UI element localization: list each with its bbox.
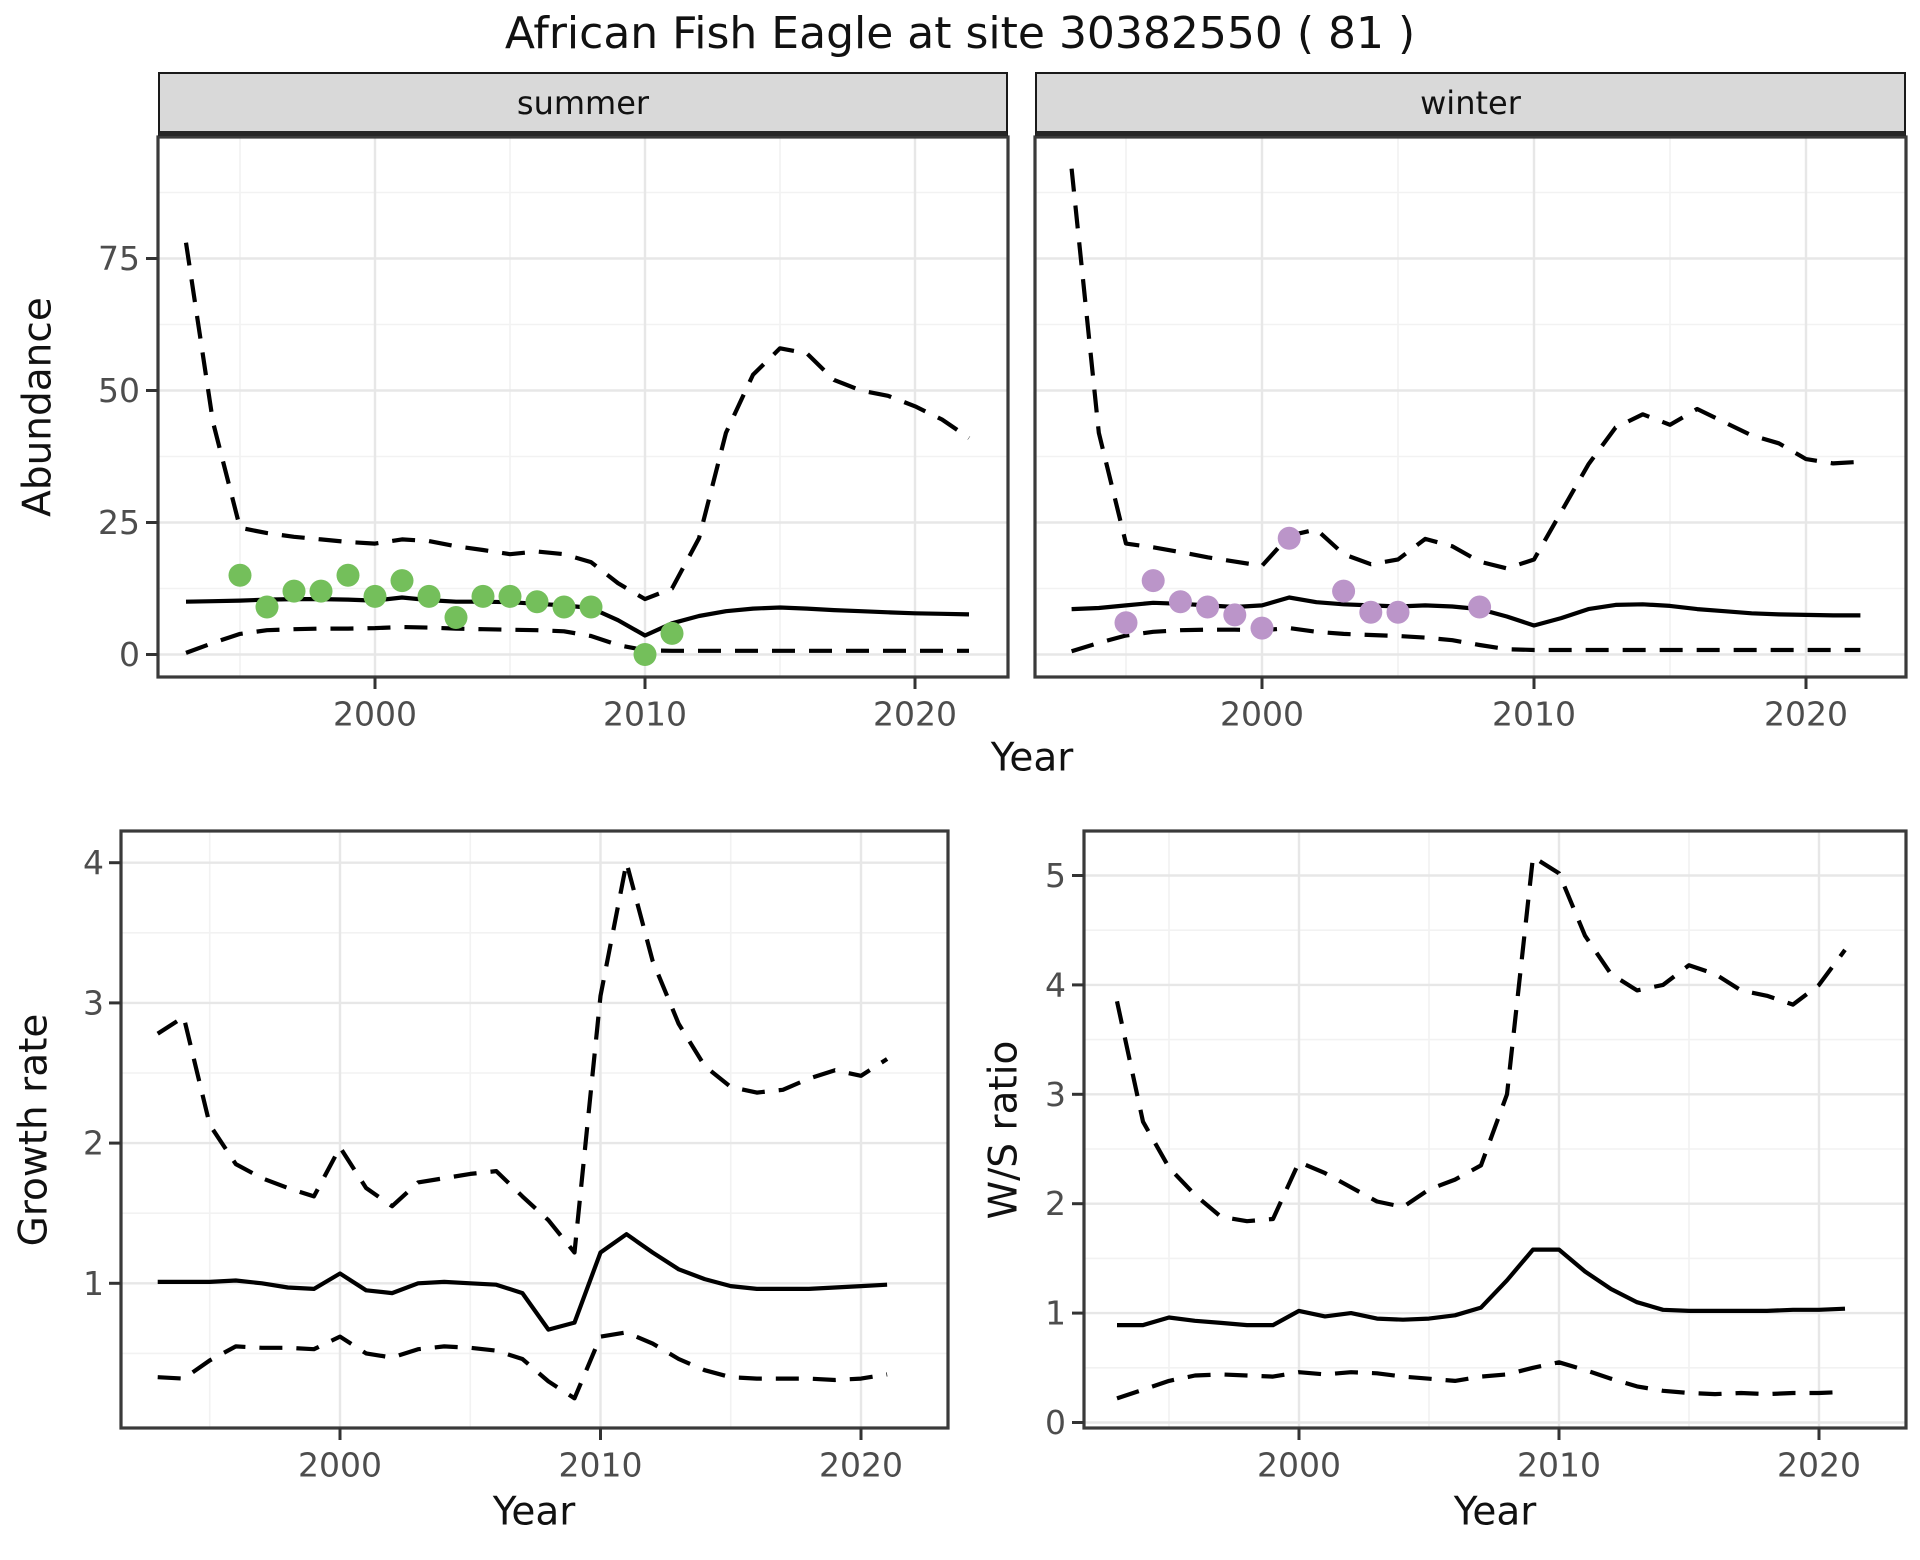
- x-tick-label: 2010: [1517, 1446, 1601, 1485]
- observation-point: [1359, 600, 1383, 624]
- x-tick-label: 2020: [1764, 695, 1848, 734]
- series-group-ws-ratio: [1114, 854, 1847, 1401]
- panel-growth-rate: 2000 2010 2020 1 2 3 4: [83, 829, 950, 1485]
- observation-point: [525, 590, 549, 614]
- y-tick-label: 4: [1045, 965, 1066, 1004]
- x-tick-label: 2010: [559, 1446, 643, 1485]
- panel-border: [156, 135, 1010, 679]
- series-line-upper_ci: [1114, 854, 1847, 1224]
- x-tick-label: 2020: [819, 1446, 903, 1485]
- observation-point: [660, 621, 684, 645]
- y-tick-label: 3: [1045, 1075, 1066, 1114]
- observation-point: [363, 584, 387, 608]
- x-axis-title-year-ws: Year: [1453, 1489, 1537, 1535]
- observation-point: [579, 595, 603, 619]
- series-line-upper_ci: [1069, 168, 1861, 571]
- x-tick-label: 2020: [873, 695, 957, 734]
- series-line-lower_ci: [157, 1330, 888, 1401]
- axis-ticks-ws-ratio: 2000 2010 2020 0 1 2 3 4 5: [1045, 856, 1861, 1485]
- y-axis-title-abundance: Abundance: [15, 297, 61, 517]
- facet-strip-summer: summer: [158, 72, 1008, 136]
- y-tick-label: 50: [98, 371, 140, 410]
- y-tick-label: 1: [83, 1264, 104, 1303]
- facet-strip-summer-label: summer: [516, 83, 650, 122]
- x-tick-label: 2010: [1492, 695, 1576, 734]
- axis-ticks-growth-rate: 2000 2010 2020 1 2 3 4: [83, 843, 903, 1484]
- gridlines-growth-rate: [121, 831, 948, 1428]
- x-tick-label: 2020: [1777, 1446, 1861, 1485]
- observation-point: [1386, 600, 1410, 624]
- observation-point: [444, 606, 468, 629]
- x-tick-label: 2000: [333, 695, 417, 734]
- panel-background: [1035, 137, 1906, 677]
- observation-point: [309, 579, 333, 603]
- x-axis-title-year-top: Year: [990, 735, 1074, 781]
- gridlines-abundance-winter: [1035, 137, 1906, 677]
- panel-abundance-winter: 2000 2010 2020: [1033, 135, 1908, 734]
- y-tick-label: 5: [1045, 856, 1066, 895]
- observation-point: [1223, 603, 1247, 627]
- y-tick-label: 0: [1045, 1403, 1066, 1442]
- series-line-fit: [1117, 1247, 1846, 1328]
- y-tick-label: 2: [83, 1124, 104, 1163]
- observation-point: [1168, 590, 1192, 614]
- observation-point: [633, 643, 657, 666]
- observation-point: [390, 569, 414, 593]
- facet-strip-winter: winter: [1035, 72, 1906, 136]
- axis-ticks-abundance-winter: 2000 2010 2020: [1220, 677, 1848, 734]
- observation-point: [498, 584, 522, 608]
- observation-point: [1332, 579, 1356, 603]
- observation-point: [282, 579, 306, 603]
- observation-point: [1277, 526, 1301, 550]
- series-line-lower_ci: [1116, 1360, 1846, 1401]
- observation-point: [552, 595, 576, 619]
- observation-point: [1141, 569, 1165, 593]
- axis-ticks-abundance-summer: 2000 2010 2020 0 25 50 75: [98, 239, 957, 734]
- facet-strip-winter-label: winter: [1420, 83, 1521, 122]
- observation-point: [336, 563, 360, 587]
- x-axis-title-year-growth: Year: [492, 1489, 576, 1535]
- observation-point: [417, 584, 441, 608]
- y-axis-title-growth-rate: Growth rate: [11, 1013, 57, 1247]
- y-tick-label: 75: [98, 239, 140, 278]
- y-tick-label: 25: [98, 503, 140, 542]
- y-tick-label: 4: [83, 843, 104, 882]
- x-tick-label: 2000: [298, 1446, 382, 1485]
- points-abundance-summer: [228, 563, 684, 666]
- series-line-fit: [157, 1232, 888, 1332]
- observation-point: [1250, 616, 1274, 640]
- observation-point: [1114, 611, 1138, 635]
- points-abundance-winter: [1114, 526, 1492, 640]
- x-tick-label: 2000: [1257, 1446, 1341, 1485]
- observation-point: [1468, 595, 1492, 619]
- y-tick-label: 1: [1045, 1294, 1066, 1333]
- x-tick-label: 2010: [603, 695, 687, 734]
- chart-title: African Fish Eagle at site 30382550 ( 81…: [504, 8, 1416, 59]
- panel-background: [121, 831, 948, 1428]
- panel-abundance-summer: 2000 2010 2020 0 25 50 75: [98, 135, 1010, 734]
- panel-border: [1082, 829, 1908, 1430]
- y-axis-title-ws-ratio: W/S ratio: [981, 1040, 1027, 1220]
- observation-point: [228, 563, 252, 587]
- observation-point: [471, 584, 495, 608]
- y-tick-label: 0: [119, 635, 140, 674]
- panel-border: [119, 829, 950, 1430]
- series-line-upper_ci: [156, 860, 889, 1255]
- series-line-upper_ci: [183, 242, 971, 602]
- panel-border: [1033, 135, 1908, 679]
- y-tick-label: 3: [83, 983, 104, 1022]
- y-tick-label: 2: [1045, 1184, 1066, 1223]
- panel-ws-ratio: 2000 2010 2020 0 1 2 3 4 5: [1045, 829, 1908, 1485]
- x-tick-label: 2000: [1220, 695, 1304, 734]
- observation-point: [1196, 595, 1220, 619]
- series-group-growth-rate: [156, 860, 889, 1401]
- observation-point: [255, 595, 279, 619]
- gridlines-ws-ratio: [1084, 831, 1906, 1428]
